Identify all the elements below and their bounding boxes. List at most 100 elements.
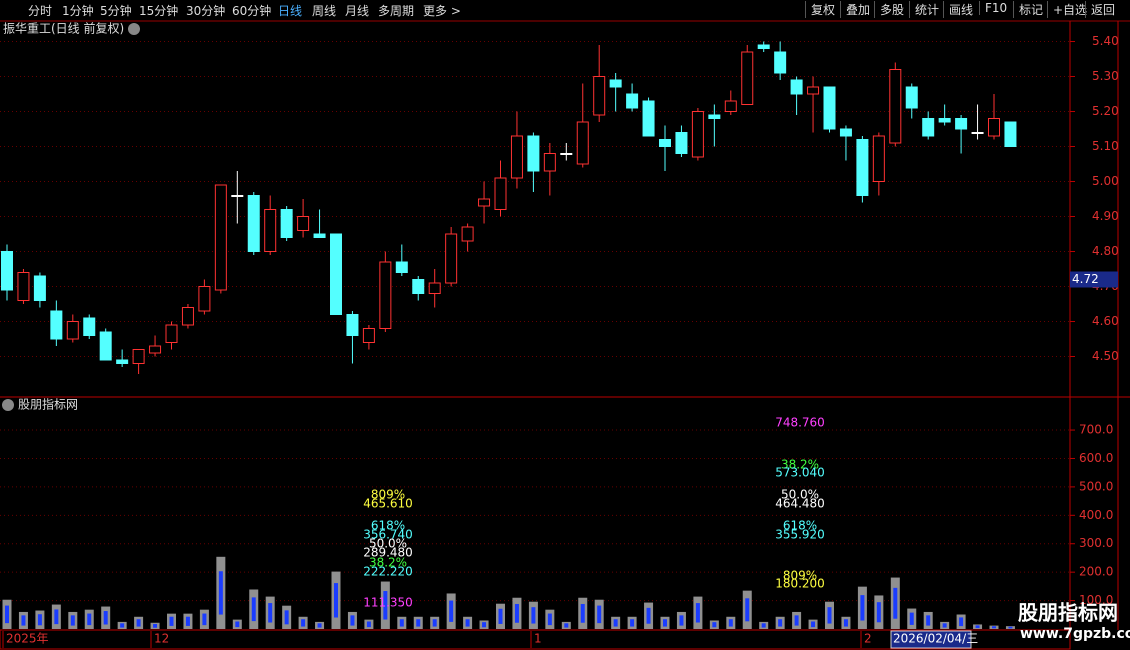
toolbar-button[interactable]: 周线	[312, 4, 337, 18]
volume-core	[284, 610, 289, 625]
candle-body	[807, 86, 820, 95]
toolbar-button[interactable]: 60分钟	[232, 4, 272, 18]
y-tick-label: 4.60	[1092, 314, 1119, 328]
y-tick-label: 4.80	[1092, 244, 1119, 258]
toolbar-button[interactable]: 15分钟	[139, 4, 179, 18]
last-price-box	[1070, 271, 1118, 288]
candle-body	[50, 310, 63, 340]
annotation: 289.480	[363, 546, 413, 560]
volume-core	[169, 616, 174, 626]
toolbar-button[interactable]: 30分钟	[186, 4, 226, 18]
candle-body	[593, 76, 606, 116]
candle-body	[445, 233, 458, 284]
candle-body	[741, 51, 754, 105]
candle-body	[297, 216, 310, 231]
candle-body	[494, 177, 507, 210]
annotation: 356.740	[363, 528, 413, 542]
volume-core	[876, 602, 881, 623]
volume-core	[251, 597, 256, 622]
volume-core	[153, 623, 158, 628]
volume-core	[317, 623, 322, 628]
toolbar-button[interactable]: 多周期	[378, 4, 415, 18]
candle-body	[823, 86, 836, 130]
candle-body	[395, 261, 408, 273]
candle-body	[1004, 121, 1017, 147]
volume-core	[235, 621, 240, 628]
volume-core	[498, 608, 503, 624]
toolbar-button[interactable]: 更多 >	[423, 4, 461, 18]
candle-body	[626, 93, 639, 109]
candle-body	[66, 321, 79, 340]
candle-body	[560, 153, 573, 155]
toolbar-button[interactable]: 多股	[874, 1, 909, 18]
candle-body	[116, 359, 129, 364]
toolbar-button[interactable]: 标记	[1013, 1, 1048, 18]
annotation: 465.610	[363, 497, 413, 511]
toolbar-button[interactable]: 复权	[805, 1, 840, 18]
toolbar-button[interactable]: 分时	[28, 4, 53, 18]
annotation: 573.040	[775, 466, 825, 480]
icon	[2, 399, 14, 411]
y-tick-label: 400.0	[1079, 508, 1113, 522]
volume-core	[432, 619, 437, 627]
y-tick-label: 100.0	[1079, 593, 1113, 607]
volume-core	[843, 619, 848, 627]
candle-body	[132, 349, 145, 364]
candle-body	[214, 184, 227, 291]
candle-body	[790, 79, 803, 95]
annotation: 355.920	[775, 528, 825, 542]
toolbar-button[interactable]: +自选	[1047, 1, 1092, 18]
toolbar-button[interactable]: F10	[979, 1, 1012, 15]
annotation: 748.760	[775, 416, 825, 430]
candle-body	[922, 118, 935, 137]
toolbar-button[interactable]: 统计	[909, 1, 944, 18]
volume-core	[630, 619, 635, 627]
volume-core	[613, 619, 618, 627]
volume-core	[202, 613, 207, 626]
watermark-title: 股朋指标网	[1018, 601, 1118, 625]
candle-body	[971, 132, 984, 134]
candle-body	[198, 286, 211, 312]
volume-core	[301, 619, 306, 627]
candle-body	[33, 275, 46, 301]
y-tick-label: 5.40	[1092, 34, 1119, 48]
annotation: 222.220	[363, 565, 413, 579]
candle-body	[724, 100, 737, 112]
candle-body	[872, 135, 885, 182]
candle-body	[412, 279, 425, 294]
y-tick-label: 700.0	[1079, 423, 1113, 437]
volume-core	[366, 621, 371, 628]
candle-body	[461, 226, 474, 242]
annotation: 618%	[783, 519, 817, 533]
toolbar: 分时 1分钟 5分钟 15分钟 30分钟 60分钟 日线 周线 月线 多周期 更多 > 复权 叠加 多股统…	[0, 0, 1130, 20]
volume-core	[728, 619, 733, 627]
toolbar-button[interactable]: 日线	[278, 4, 303, 18]
volume-core	[942, 623, 947, 628]
candle-body	[1, 251, 13, 291]
date-label: 2025年	[6, 632, 49, 646]
toolbar-button[interactable]: 画线	[943, 1, 978, 18]
volume-core	[383, 591, 388, 620]
date-bar	[0, 629, 1071, 650]
date-label: 2	[864, 632, 872, 646]
volume-core	[70, 615, 75, 626]
annotation: 464.480	[775, 497, 825, 511]
candle-body	[675, 132, 688, 154]
y-tick-label: 5.20	[1092, 104, 1119, 118]
volume-core	[449, 600, 454, 622]
annotation: 50.0%	[781, 488, 819, 502]
toolbar-button[interactable]: 5分钟	[100, 4, 132, 18]
volume-core	[136, 619, 141, 627]
toolbar-button[interactable]: 月线	[345, 4, 370, 18]
toolbar-button[interactable]: 1分钟	[62, 4, 94, 18]
volume-core	[761, 623, 766, 628]
candle-body	[428, 282, 441, 294]
volume-core	[416, 619, 421, 627]
volume-core	[893, 587, 898, 619]
volume-core	[695, 603, 700, 623]
watermark-url: www.7gpzb.com	[1020, 626, 1130, 642]
toolbar-button[interactable]: 叠加	[840, 1, 875, 18]
toolbar-button[interactable]: 返回	[1085, 1, 1120, 18]
candle-body	[659, 139, 671, 147]
